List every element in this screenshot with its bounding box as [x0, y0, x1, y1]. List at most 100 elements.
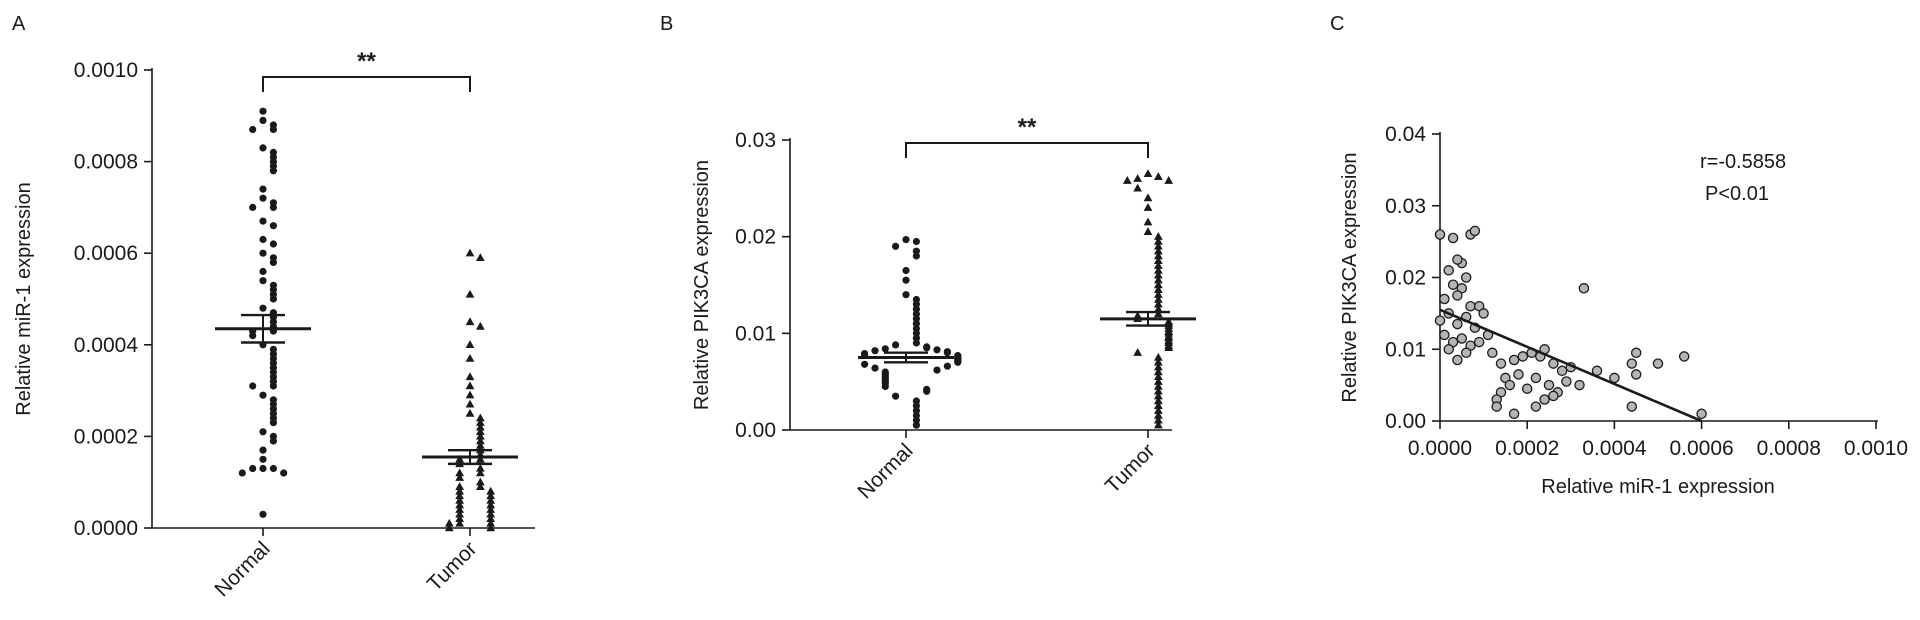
data-point-circle [269, 464, 277, 473]
data-point-circle [892, 392, 900, 400]
data-point-circle [892, 341, 900, 349]
data-point-triangle [1153, 251, 1163, 260]
data-point-circle [1561, 376, 1572, 387]
data-point-circle [1521, 383, 1533, 394]
y-tick-label: 0.03 [1385, 195, 1426, 218]
data-point-circle [1513, 369, 1524, 380]
data-point-triangle [1153, 285, 1163, 294]
data-point-circle [881, 345, 889, 353]
data-point-circle [269, 437, 277, 445]
x-tick-label: Tumor [423, 537, 482, 596]
data-point-circle [259, 235, 267, 244]
data-point-circle [1452, 290, 1463, 301]
data-point-circle [954, 358, 962, 366]
y-tick-label: 0.0006 [74, 242, 138, 265]
data-point-triangle [486, 509, 496, 518]
data-point-triangle [1153, 290, 1163, 298]
data-point-triangle [465, 248, 475, 257]
significance-bracket [905, 142, 1149, 158]
data-point-triangle [1153, 362, 1163, 371]
data-point-triangle [475, 454, 485, 463]
data-point-circle [861, 360, 869, 368]
data-point-triangle [475, 463, 485, 472]
data-point-triangle [475, 440, 485, 449]
x-tick-label: Tumor [1101, 439, 1160, 498]
x-tick-label: 0.0010 [1844, 437, 1908, 460]
y-tick-label: 0.00 [735, 419, 776, 442]
data-point-circle [1626, 401, 1638, 412]
data-point-circle [1447, 279, 1459, 290]
x-tick-label: 0.0002 [1495, 437, 1559, 460]
data-point-circle [259, 428, 267, 436]
x-tick-label: 0.0004 [1582, 437, 1647, 460]
panel-letter: B [660, 13, 673, 35]
data-point-circle [871, 347, 879, 355]
data-point-triangle [465, 372, 475, 381]
data-point-triangle [475, 413, 485, 422]
data-point-circle [902, 291, 910, 299]
data-point-circle [1495, 358, 1507, 369]
data-point-circle [1447, 232, 1459, 244]
data-point-triangle [475, 253, 485, 261]
data-point-triangle [1153, 241, 1163, 250]
data-point-circle [238, 469, 246, 477]
data-point-circle [269, 382, 277, 390]
data-point-triangle [1153, 386, 1163, 395]
data-point-circle [1456, 333, 1468, 344]
y-axis-title: Relative PIK3CA expression [691, 160, 713, 410]
data-point-triangle [1153, 357, 1163, 366]
data-point-circle [923, 387, 931, 395]
data-point-triangle [465, 399, 475, 408]
data-point-triangle [486, 495, 496, 504]
data-point-triangle [465, 390, 475, 399]
data-point-circle [249, 203, 257, 211]
data-point-triangle [1143, 193, 1153, 202]
data-point-triangle [1122, 176, 1132, 184]
data-point-circle [933, 366, 941, 374]
panel-letter: A [12, 13, 26, 35]
data-point-circle [1487, 347, 1498, 359]
data-point-triangle [465, 353, 475, 362]
data-point-circle [902, 236, 910, 244]
data-point-triangle [1153, 275, 1163, 284]
y-tick-label: 0.0010 [74, 59, 138, 82]
data-point-circle [259, 249, 267, 257]
data-point-triangle [486, 505, 496, 513]
data-point-triangle [486, 514, 496, 523]
data-point-circle [269, 203, 277, 211]
data-point-circle [923, 344, 931, 352]
data-point-circle [269, 222, 277, 230]
significance-bracket [262, 76, 471, 92]
data-point-triangle [455, 518, 465, 527]
data-point-triangle [1164, 343, 1174, 352]
data-point-circle [1548, 390, 1559, 402]
data-point-circle [1443, 265, 1454, 276]
data-point-triangle [1153, 396, 1163, 405]
data-point-triangle [1153, 381, 1163, 390]
data-point-circle [259, 464, 267, 473]
data-point-triangle [475, 468, 485, 477]
x-tick-label: Normal [853, 439, 917, 503]
data-point-circle [1439, 329, 1450, 341]
data-point-circle [259, 304, 267, 312]
data-point-circle [259, 446, 267, 454]
data-point-circle [1543, 379, 1555, 391]
data-point-circle [912, 421, 921, 429]
data-point-triangle [455, 500, 465, 509]
data-point-circle [259, 391, 267, 399]
data-point-triangle [1133, 174, 1143, 182]
data-point-triangle [455, 505, 465, 513]
data-point-circle [1443, 344, 1454, 355]
data-point-triangle [1153, 377, 1163, 385]
data-point-circle [269, 258, 277, 266]
data-point-triangle [1153, 304, 1163, 313]
data-point-triangle [1153, 294, 1163, 303]
data-point-circle [259, 116, 267, 124]
data-point-circle [1460, 347, 1472, 359]
x-tick-label: 0.0006 [1669, 437, 1733, 460]
x-axis-title: Relative miR-1 expression [1541, 476, 1774, 498]
data-point-circle [881, 382, 889, 391]
data-point-circle [1574, 379, 1585, 391]
data-point-triangle [455, 514, 465, 523]
